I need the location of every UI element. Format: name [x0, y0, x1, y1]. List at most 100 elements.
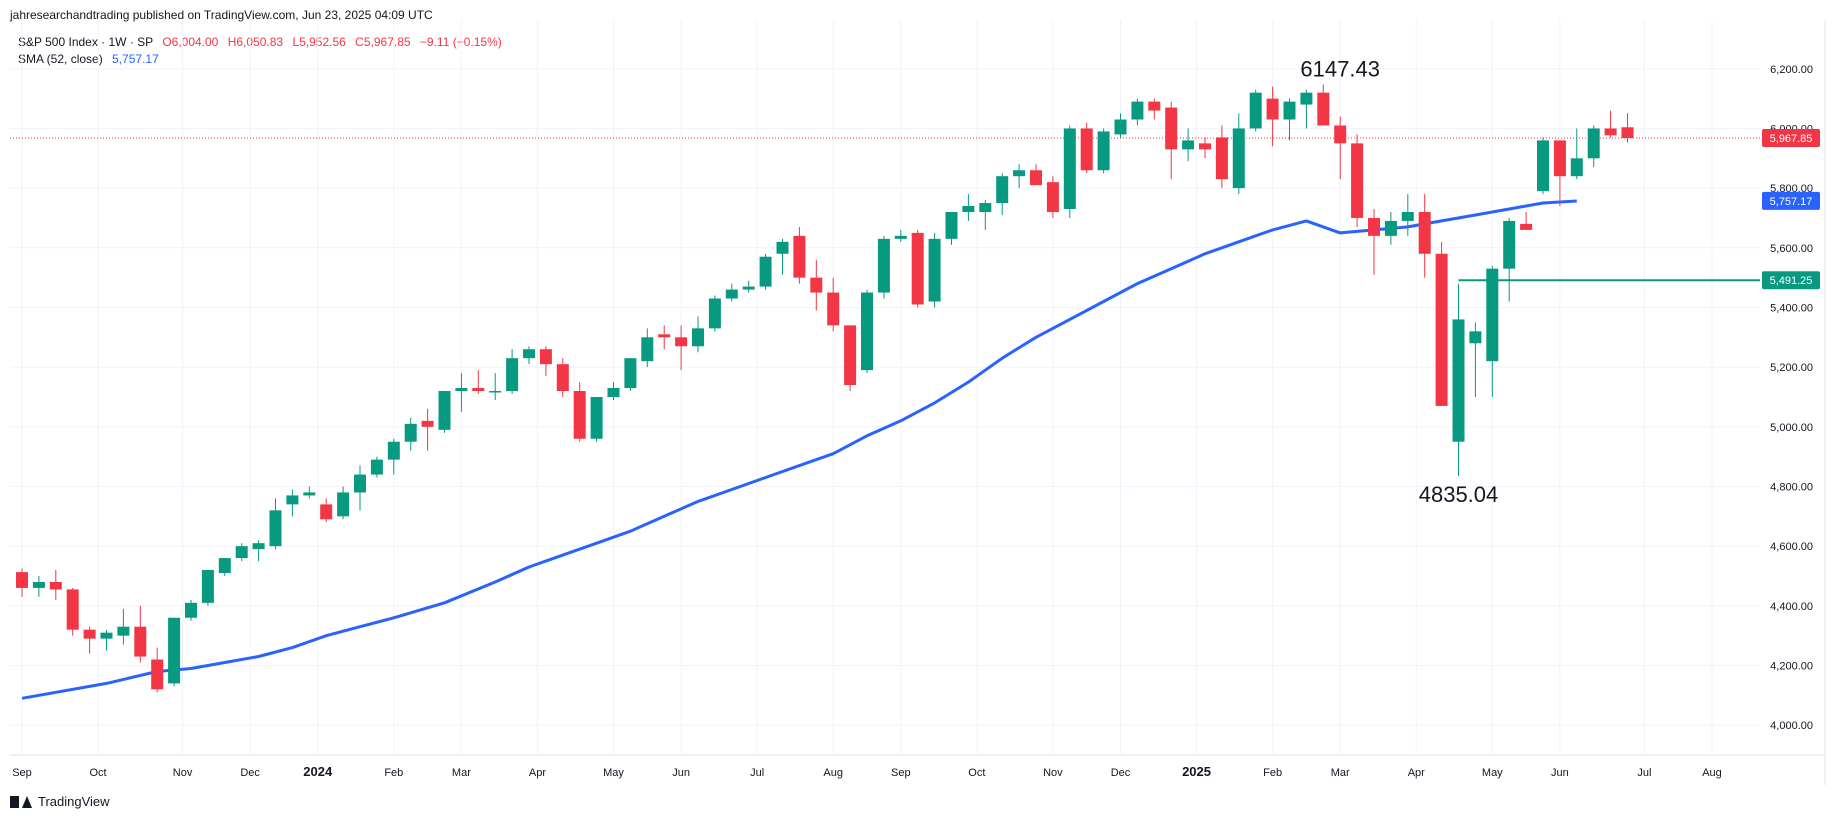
- candle-body: [455, 388, 468, 392]
- x-tick-label: May: [603, 767, 624, 779]
- candle: [455, 373, 468, 412]
- candle: [996, 173, 1009, 215]
- candle-body: [928, 238, 941, 302]
- candle: [844, 325, 857, 392]
- candle: [1351, 134, 1364, 227]
- candle: [1621, 113, 1634, 143]
- candle-body: [134, 626, 147, 657]
- candle-body: [421, 420, 434, 427]
- candle-body: [100, 632, 113, 639]
- candle: [1215, 125, 1228, 189]
- ohlc-legend: S&P 500 Index · 1W · SP O6,004.00 H6,050…: [18, 35, 502, 49]
- candle-body: [1537, 140, 1549, 192]
- x-tick-label: Sep: [891, 767, 911, 779]
- support-price-tag: 5,491.25: [1762, 271, 1820, 290]
- candle: [827, 277, 840, 332]
- high-value: H6,050.83: [227, 35, 284, 49]
- candle-body: [1486, 268, 1499, 362]
- current-price-tag: 5,967.85: [1762, 129, 1820, 148]
- candle-body: [776, 241, 789, 254]
- candle-body: [489, 391, 502, 393]
- candle: [776, 238, 789, 275]
- candle: [185, 599, 197, 621]
- candle-body: [117, 626, 130, 636]
- candle: [489, 373, 502, 400]
- candle: [32, 575, 45, 597]
- candle-body: [692, 328, 704, 347]
- x-tick-label: Mar: [1331, 767, 1350, 779]
- x-tick-label: Jul: [750, 767, 764, 779]
- candle: [100, 629, 113, 651]
- candle-body: [1232, 128, 1245, 189]
- candle-body: [185, 602, 197, 618]
- candle: [962, 194, 975, 221]
- candle-body: [168, 617, 181, 684]
- candle: [1114, 113, 1127, 138]
- support-price-tag-bg: [1762, 271, 1820, 290]
- sma-legend: SMA (52, close) 5,757.17: [18, 52, 159, 66]
- candle-body: [49, 581, 62, 590]
- candle: [16, 568, 28, 597]
- candle-body: [1604, 128, 1617, 136]
- candle-body: [370, 459, 383, 475]
- x-tick-label: Oct: [968, 767, 985, 779]
- candle-body: [1368, 217, 1380, 236]
- candle: [1418, 194, 1431, 278]
- candle: [793, 226, 806, 284]
- candle: [235, 543, 248, 562]
- candle: [877, 235, 890, 299]
- x-tick-label: Feb: [384, 767, 403, 779]
- x-tick-label: Dec: [1111, 767, 1131, 779]
- current-price-tag-text: 5,967.85: [1770, 133, 1813, 145]
- candle: [1249, 89, 1262, 132]
- candle-body: [1165, 107, 1178, 150]
- candle-body: [1317, 92, 1330, 126]
- candle-body: [725, 289, 738, 299]
- candle: [675, 325, 688, 371]
- y-tick-label: 4,400.00: [1770, 601, 1813, 613]
- candle-body: [286, 495, 299, 505]
- candle: [1046, 176, 1059, 218]
- x-tick-label: Aug: [1702, 767, 1722, 779]
- price-axis[interactable]: 4,000.00 4,200.00 4,400.00 4,600.00 4,800.00…: [1762, 64, 1820, 732]
- y-tick-label: 4,600.00: [1770, 541, 1813, 553]
- candle: [928, 232, 941, 308]
- y-tick-label: 5,600.00: [1770, 243, 1813, 255]
- candle: [1469, 322, 1482, 397]
- candle-body: [66, 589, 79, 630]
- candle: [1604, 110, 1617, 138]
- candle-body: [979, 203, 992, 212]
- tradingview-logo-icon: [10, 795, 32, 808]
- candle: [945, 211, 958, 245]
- candle-body: [1249, 92, 1262, 129]
- candle: [725, 283, 738, 302]
- candle-body: [320, 504, 333, 520]
- sma-layer: [21, 199, 1577, 700]
- candle-body: [573, 391, 586, 439]
- symbol-label: S&P 500 Index · 1W · SP: [18, 35, 153, 49]
- candle: [472, 370, 485, 394]
- candle: [911, 229, 924, 308]
- candle-body: [1570, 158, 1583, 177]
- candle: [1503, 217, 1516, 302]
- time-axis[interactable]: Sep Oct Nov Dec 2024 Feb Mar Apr May Jun Jul Aug Sep…: [12, 764, 1722, 779]
- candle-body: [201, 570, 214, 603]
- candle-body: [1553, 140, 1566, 177]
- candle-body: [438, 391, 451, 430]
- candle-body: [658, 334, 671, 338]
- candle: [1368, 209, 1380, 275]
- candle: [708, 295, 721, 332]
- candle-body: [607, 388, 620, 397]
- candle: [151, 647, 164, 693]
- candle: [658, 325, 671, 350]
- candle: [354, 465, 366, 511]
- sma-value: 5,757.17: [112, 52, 159, 66]
- current-price-tag-bg: [1762, 129, 1820, 148]
- tradingview-brand[interactable]: TradingView: [10, 794, 110, 809]
- candle-body: [1384, 220, 1397, 236]
- candle: [66, 587, 79, 636]
- candle-body: [83, 629, 96, 639]
- candle: [201, 570, 214, 606]
- candle: [421, 408, 434, 451]
